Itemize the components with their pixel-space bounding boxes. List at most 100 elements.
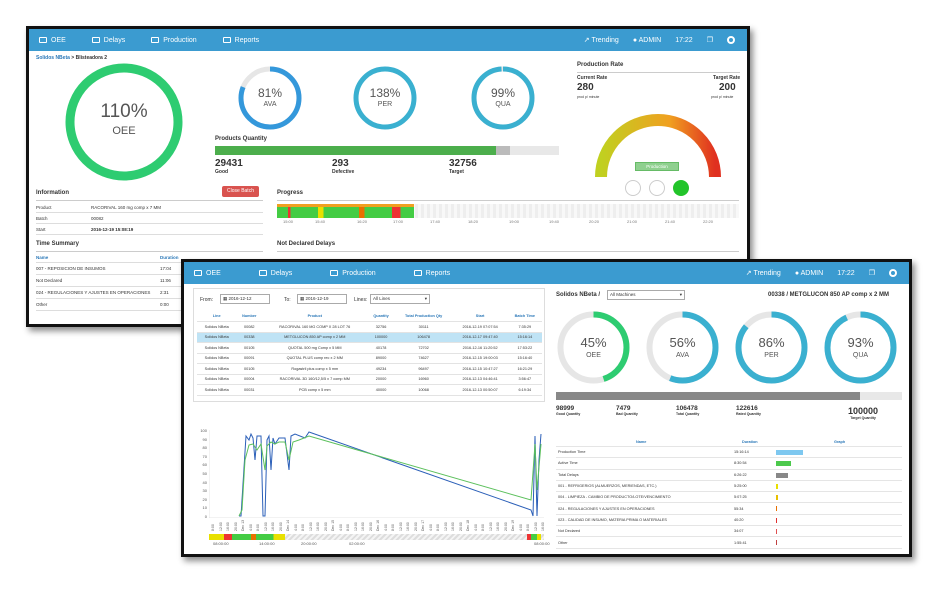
table-row-selected[interactable]: Solidos NBeta 00338 METGLUCON 850 AP comp … — [197, 332, 542, 343]
x-tick-label: 20:00 — [458, 522, 463, 531]
to-label: To: — [284, 297, 291, 303]
rated-quantity-stat: 122616 Rated Quantity — [736, 405, 761, 416]
product-title: 00338 / METGLUCON 850 AP comp x 2 MM — [768, 292, 890, 298]
lines-select[interactable]: All Lines ▾ — [370, 294, 430, 304]
time-summary-row: Not Declared 11:06 — [36, 275, 263, 287]
table-row[interactable]: Solidos NBeta 00082 RACORIVAL 160 MG COMP … — [197, 321, 542, 333]
nav-trending[interactable]: ↗ Trending — [583, 37, 619, 44]
ava-gauge: 56% AVA — [645, 310, 720, 385]
divider — [277, 251, 739, 252]
x-tick-label: 16:00 — [406, 522, 410, 531]
x-tick-label: 8:00 — [526, 524, 530, 531]
table-row[interactable]: Solidos NBeta 00105 Rogastril plus comp x … — [197, 363, 542, 375]
duration-bar — [776, 461, 791, 467]
duration-row: Total Delays 6:26:22 — [556, 470, 902, 481]
nav-oee[interactable]: OEE — [194, 270, 221, 277]
fullscreen-icon[interactable]: ❐ — [868, 270, 875, 277]
duration-bar — [776, 483, 778, 489]
duration-bar — [776, 540, 777, 546]
duration-row: 023 - CALIDAD DE INSUMO, MATERIA PRIMA O… — [556, 515, 902, 527]
list-icon — [151, 37, 160, 43]
x-tick-label: 12:00 — [353, 522, 358, 531]
duration-value: 1:55:41 — [734, 540, 747, 545]
x-tick-label: 4:00 — [518, 524, 523, 531]
to-date-input[interactable]: ▦ 2016-12-19 — [297, 294, 347, 304]
good-quantity-stat: 98999 Good Quantity — [556, 405, 581, 416]
nav-delays[interactable]: Delays — [258, 270, 292, 277]
x-tick-label: 16:00 — [271, 522, 275, 531]
qua-gauge: 99% QUA — [470, 65, 536, 131]
time-summary-row: Other 0:00 — [36, 299, 263, 311]
duration-row: Production Time 15:16:14 — [556, 447, 902, 459]
progress-segments — [277, 207, 414, 218]
qua-label: QUA — [852, 352, 869, 359]
nav-production[interactable]: Production — [330, 270, 376, 277]
duration-row: 001 - REFRIGERIOS (ALMUERZOS, MERIENDAS,… — [556, 481, 902, 493]
trend-plot — [209, 430, 544, 518]
per-value: 86% — [758, 335, 785, 350]
nav-oee[interactable]: OEE — [39, 37, 66, 44]
gear-icon[interactable] — [727, 36, 735, 44]
y-tick-label: 30 — [202, 488, 207, 494]
line-title: Solidos NBeta / — [556, 292, 601, 298]
status-light-red — [625, 180, 641, 196]
table-header: Name Duration — [36, 253, 263, 263]
top-navbar: OEE Delays Production Reports ↗ Trending… — [29, 29, 747, 51]
production-rate-title: Production Rate — [577, 62, 624, 68]
gear-icon[interactable] — [889, 269, 897, 277]
duration-value: 15:16:14 — [734, 450, 749, 455]
duration-name: Not Declared — [558, 529, 581, 534]
nav-reports[interactable]: Reports — [413, 270, 450, 277]
chart-icon — [39, 37, 47, 43]
duration-name: 023 - CALIDAD DE INSUMO, MATERIA PRIMA O… — [558, 517, 667, 522]
qua-label: QUA — [495, 101, 511, 108]
calendar-icon: ▦ — [223, 296, 228, 301]
fullscreen-icon[interactable]: ❐ — [706, 37, 713, 44]
table-row[interactable]: Solidos NBeta 00031 PCB comp x 5 mm 40000 10… — [197, 384, 542, 396]
target-rate-unit: prod p/ minute — [711, 95, 734, 99]
table-row[interactable]: Solidos NBeta 00091 QUOTAL PLUS comp rec x… — [197, 353, 542, 364]
x-tick-label: 4:00 — [473, 524, 478, 531]
machines-select[interactable]: All Machines ▾ — [607, 290, 685, 300]
x-tick-label: 8:00 — [211, 524, 215, 531]
duration-row: 004 - LIMPIEZA - CAMBIO DE PRODUCTO/LOTE… — [556, 492, 902, 504]
nav-production[interactable]: Production — [151, 37, 197, 44]
ava-value: 56% — [669, 335, 696, 350]
from-date-input[interactable]: ▦ 2016-12-12 — [220, 294, 270, 304]
nav-delays[interactable]: Delays — [91, 37, 125, 44]
nav-user[interactable]: ● ADMIN — [794, 269, 824, 277]
x-tick-label: Dec 14 — [286, 519, 290, 531]
trend-y-axis: 100 90 80 70 60 50 40 30 20 10 0 — [193, 428, 209, 519]
duration-bar — [776, 495, 778, 501]
table-row[interactable]: Solidos NBeta 00004 RACORIVAL 3D 160/12,5/… — [197, 374, 542, 385]
duration-row: Other 1:55:41 — [556, 537, 902, 549]
y-tick-label: 10 — [202, 505, 207, 511]
duration-row: 024 - REGULACIONES Y AJUSTES EN OPERACIO… — [556, 503, 902, 515]
current-rate-unit: prod p/ minute — [577, 95, 600, 99]
duration-value: 6:26:22 — [734, 472, 747, 477]
target-rate-label: Target Rate — [713, 75, 741, 81]
x-tick-label: 4:00 — [248, 524, 253, 531]
batches-panel: From: ▦ 2016-12-12 To: ▦ 2016-12-19 Line… — [193, 288, 545, 402]
trend-series-green — [238, 435, 542, 517]
info-row: Batch 00082 — [36, 213, 263, 224]
oee-gauge: 45% OEE — [556, 310, 631, 385]
duration-name: 004 - LIMPIEZA - CAMBIO DE PRODUCTO/LOTE… — [558, 495, 671, 500]
chevron-down-icon: ▾ — [424, 296, 427, 301]
current-rate-value: 280 — [577, 82, 594, 93]
x-tick-label: 8:00 — [391, 524, 395, 531]
table-row[interactable]: Solidos NBeta 00105 QUOTAL 500 mg Comp x 5… — [197, 342, 542, 354]
breadcrumb-line[interactable]: Solidos NBeta — [36, 55, 70, 61]
nav-trending[interactable]: ↗ Trending — [745, 270, 781, 277]
quantity-bar — [556, 392, 902, 400]
nav-reports[interactable]: Reports — [222, 37, 259, 44]
clock: 17:22 — [837, 269, 855, 277]
divider — [277, 200, 739, 201]
close-batch-button[interactable]: Close Batch — [222, 186, 259, 197]
duration-bar — [776, 472, 788, 478]
progress-title: Progress — [277, 190, 304, 196]
trend-x-axis: 8:00 12:00 16:00 20:00 Dec 13 4:00 8:00 12:00 16… — [209, 519, 545, 535]
nav-user[interactable]: ● ADMIN — [632, 36, 662, 44]
x-tick-label: 4:00 — [383, 524, 388, 531]
duration-bar — [776, 529, 777, 535]
